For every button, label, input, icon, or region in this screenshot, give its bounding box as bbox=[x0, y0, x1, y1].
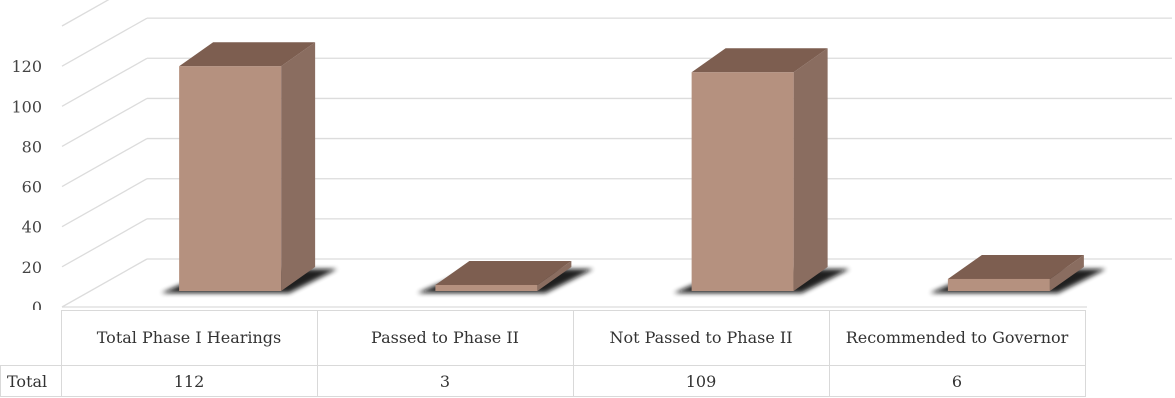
chart: 0 20 40 60 80 100 120 bbox=[11, 0, 1172, 310]
bar-top bbox=[179, 42, 316, 67]
gridline-side bbox=[61, 178, 148, 228]
table-value: 3 bbox=[316, 365, 574, 397]
category-label: Not Passed to Phase II bbox=[572, 310, 830, 366]
category-row: Total Phase I Hearings Passed to Phase I… bbox=[0, 310, 1086, 366]
bar bbox=[947, 278, 1050, 291]
gridline-side bbox=[61, 258, 148, 308]
gridline-side bbox=[61, 138, 148, 188]
category-label: Passed to Phase II bbox=[316, 310, 574, 366]
category-label: Total Phase I Hearings bbox=[60, 310, 318, 366]
bar-top bbox=[435, 260, 572, 285]
gridline-side bbox=[61, 97, 148, 147]
bar-top bbox=[947, 254, 1084, 279]
bar-side bbox=[537, 260, 572, 291]
bar bbox=[435, 284, 538, 291]
table-value: 109 bbox=[572, 365, 830, 397]
y-tick-label: 60 bbox=[22, 178, 42, 197]
bar-side bbox=[1049, 254, 1084, 291]
gridline-side bbox=[61, 57, 148, 107]
y-axis-tick-labels: 0 20 40 60 80 100 120 bbox=[11, 57, 42, 310]
gridlines bbox=[61, 0, 1172, 308]
bars bbox=[161, 42, 1106, 293]
table-value: 6 bbox=[828, 365, 1086, 397]
category-label: Recommended to Governor bbox=[828, 310, 1086, 366]
total-row: Total 112 3 109 6 bbox=[0, 365, 1086, 397]
bar bbox=[179, 66, 282, 291]
table-value: 112 bbox=[60, 365, 318, 397]
gridline-side bbox=[61, 0, 110, 27]
y-tick-label: 120 bbox=[11, 57, 42, 76]
table-corner bbox=[0, 310, 62, 366]
y-tick-label: 40 bbox=[22, 218, 42, 237]
y-tick-label: 0 bbox=[32, 298, 42, 310]
y-tick-label: 100 bbox=[11, 97, 42, 116]
data-table: Total Phase I Hearings Passed to Phase I… bbox=[0, 310, 1086, 397]
bar-side bbox=[793, 48, 828, 291]
gridline-side bbox=[61, 17, 148, 67]
bar-top bbox=[691, 48, 828, 73]
bar bbox=[691, 72, 794, 291]
gridline-side bbox=[61, 218, 148, 268]
table-row-label: Total bbox=[0, 365, 62, 397]
bar-side bbox=[281, 42, 316, 292]
y-tick-label: 80 bbox=[22, 137, 42, 156]
y-tick-label: 20 bbox=[22, 258, 42, 277]
